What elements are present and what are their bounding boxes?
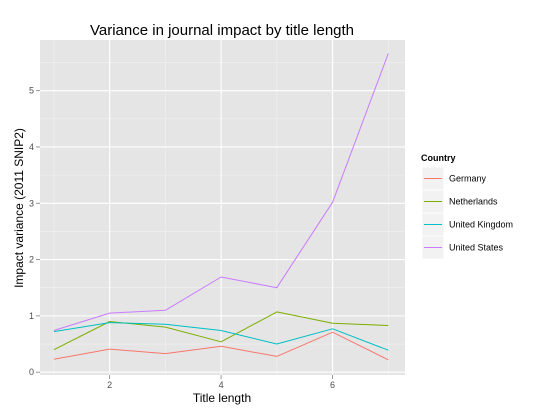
legend-label-united-states: United States bbox=[449, 243, 504, 253]
legend-title: Country bbox=[421, 153, 456, 163]
x-axis-title: Title length bbox=[193, 391, 251, 405]
legend-label-united-kingdom: United Kingdom bbox=[449, 220, 513, 230]
legend-label-netherlands: Netherlands bbox=[449, 197, 498, 207]
series-line-united-states bbox=[53, 53, 389, 331]
y-tick-label: 0 bbox=[29, 367, 34, 377]
x-axis: 2 4 6 bbox=[107, 375, 335, 390]
major-gridlines bbox=[40, 40, 405, 375]
x-tick-label: 6 bbox=[330, 380, 335, 390]
series-line-germany bbox=[53, 331, 389, 361]
y-tick-label: 5 bbox=[29, 86, 34, 96]
series-line-united-kingdom bbox=[53, 322, 389, 351]
series-line-netherlands bbox=[53, 311, 389, 351]
y-tick-label: 4 bbox=[29, 142, 34, 152]
minor-gridlines bbox=[40, 40, 405, 375]
y-tick-label: 3 bbox=[29, 198, 34, 208]
x-tick-label: 4 bbox=[219, 380, 224, 390]
legend-label-germany: Germany bbox=[449, 174, 487, 184]
x-tick-label: 2 bbox=[107, 380, 112, 390]
y-axis: 0 1 2 3 4 5 bbox=[29, 86, 40, 377]
y-tick-label: 1 bbox=[29, 311, 34, 321]
series-lines bbox=[53, 53, 389, 361]
plot-panel bbox=[40, 40, 405, 375]
legend: Country Germany Netherlands United Kingdom… bbox=[421, 153, 513, 260]
chart-title: Variance in journal impact by title leng… bbox=[90, 22, 354, 39]
y-axis-title: Impact variance (2011 SNIP2) bbox=[12, 128, 26, 288]
y-tick-label: 2 bbox=[29, 255, 34, 265]
